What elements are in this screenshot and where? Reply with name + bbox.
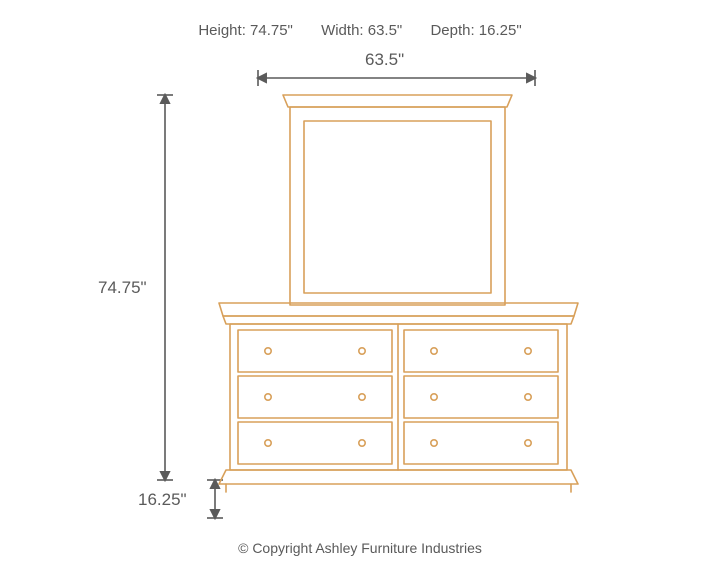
diagram-page: Height: 74.75" Width: 63.5" Depth: 16.25… [0, 0, 720, 576]
height-arrow [157, 95, 173, 480]
furniture-outline [219, 95, 578, 492]
width-arrow [258, 70, 535, 86]
furniture-diagram [0, 0, 720, 576]
depth-arrow [207, 480, 223, 518]
copyright-text: © Copyright Ashley Furniture Industries [0, 540, 720, 556]
